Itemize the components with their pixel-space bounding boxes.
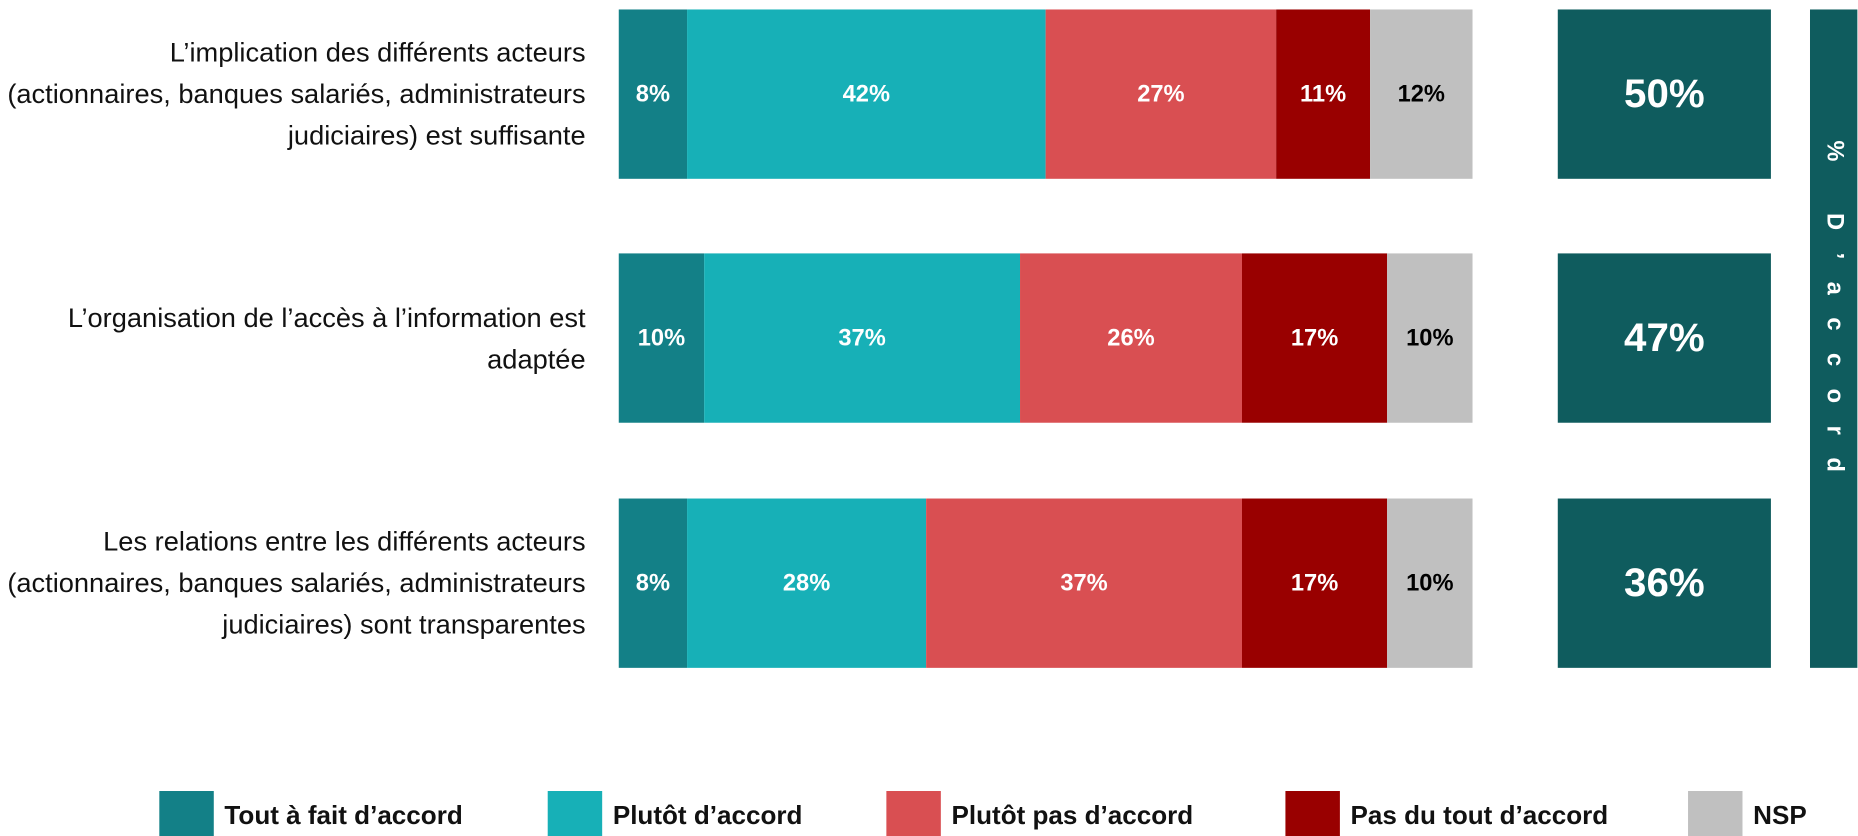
value-label: 11%: [1300, 82, 1346, 108]
total-label: 36%: [1624, 560, 1705, 605]
value-label: 12%: [1398, 82, 1445, 108]
bar-segment: [926, 498, 1243, 668]
total-label: 50%: [1624, 71, 1705, 116]
bar-segment: [687, 498, 927, 668]
legend-label: Tout à fait d’accord: [224, 800, 462, 830]
value-label: 26%: [1107, 326, 1154, 352]
value-label: 28%: [783, 571, 830, 597]
side-band: [1809, 9, 1858, 668]
bar-segment: [1242, 498, 1388, 668]
legend-swatch: [886, 791, 941, 836]
bar-segment: [1020, 253, 1243, 423]
value-label: 17%: [1291, 326, 1338, 352]
value-label: 17%: [1291, 571, 1338, 597]
legend-swatch: [1285, 791, 1340, 836]
category-label: Les relations entre les différents acteu…: [7, 525, 586, 640]
bar-segment: [1045, 9, 1277, 179]
legend-swatch: [1688, 791, 1743, 836]
bar-segment: [1276, 9, 1371, 179]
legend-label: Plutôt pas d’accord: [951, 800, 1193, 830]
value-label: 42%: [843, 82, 890, 108]
side-label: % D’accord: [1821, 140, 1847, 494]
value-label: 27%: [1137, 82, 1184, 108]
bar-segment: [1242, 253, 1388, 423]
bar-segment: [687, 9, 1046, 179]
legend-swatch: [547, 791, 603, 836]
bar-segment: [618, 253, 705, 423]
category-label-box: L’implication des différents acteurs (ac…: [7, 36, 586, 151]
value-label: 8%: [636, 82, 670, 108]
bar-segment: [618, 9, 688, 179]
total-box: [1557, 9, 1771, 179]
total-box: [1557, 253, 1771, 423]
value-label: 8%: [636, 571, 670, 597]
bar-segment: [1387, 253, 1473, 423]
value-label: 37%: [1060, 571, 1107, 597]
value-label: 10%: [1406, 571, 1453, 597]
legend-label: Plutôt d’accord: [613, 800, 803, 830]
value-label: 37%: [838, 326, 885, 352]
legend-label: NSP: [1753, 800, 1807, 830]
value-label: 10%: [1406, 326, 1453, 352]
category-label-box: L’organisation de l’accès à l’informatio…: [67, 301, 586, 374]
bar-segment: [618, 498, 688, 668]
total-label: 47%: [1624, 315, 1705, 360]
legend-swatch: [159, 791, 214, 836]
legend-label: Pas du tout d’accord: [1351, 800, 1609, 830]
value-label: 10%: [638, 326, 685, 352]
total-box: [1557, 498, 1771, 668]
category-label-box: Les relations entre les différents acteu…: [7, 525, 586, 640]
category-label: L’implication des différents acteurs (ac…: [7, 36, 586, 151]
bar-segment: [1387, 498, 1473, 668]
category-label: L’organisation de l’accès à l’informatio…: [67, 301, 586, 374]
bar-segment: [704, 253, 1021, 423]
bar-segment: [1370, 9, 1473, 179]
